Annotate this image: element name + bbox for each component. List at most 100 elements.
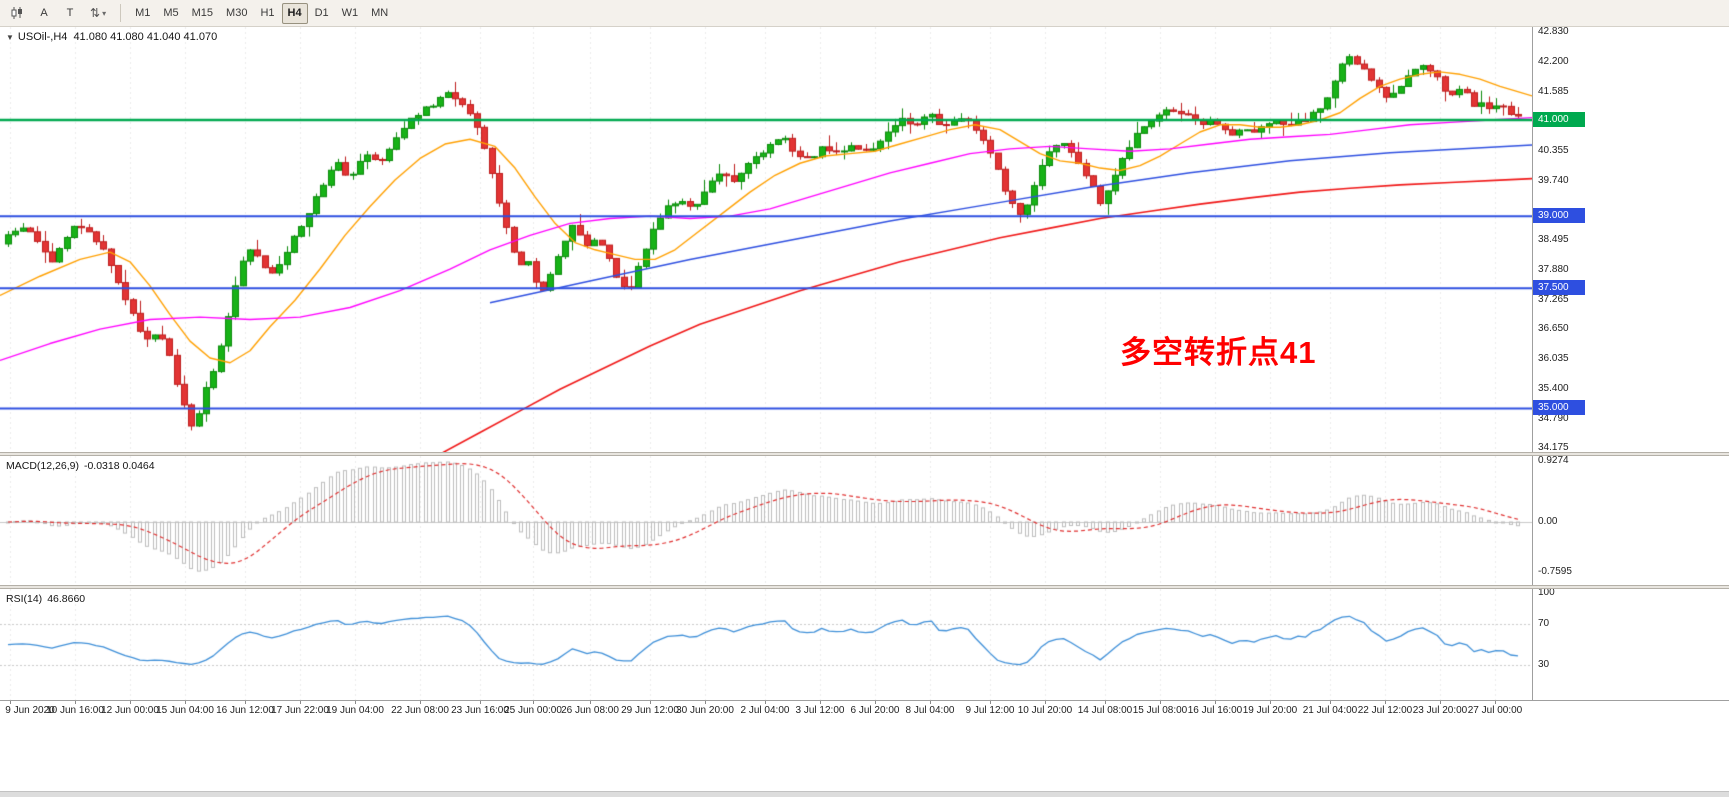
- time-label: 19 Jul 20:00: [1242, 705, 1298, 716]
- time-tick: [420, 701, 421, 704]
- price-label: 34.790: [1538, 412, 1569, 424]
- price-label: 36.650: [1538, 323, 1569, 335]
- price-label: 38.495: [1538, 234, 1569, 246]
- chart-type-button[interactable]: [4, 3, 30, 24]
- time-tick: [1495, 701, 1496, 704]
- price-label: 37.265: [1538, 293, 1569, 305]
- time-tick: [1215, 701, 1216, 704]
- zoom-arrows-icon: ⇅: [90, 6, 101, 20]
- time-tick: [1330, 701, 1331, 704]
- time-tick: [130, 701, 131, 704]
- time-tick: [480, 701, 481, 704]
- chart-annotation-text: 多空转折点41: [1120, 335, 1317, 370]
- price-chart-canvas[interactable]: [0, 27, 1532, 452]
- time-label: 12 Jun 00:00: [101, 705, 159, 716]
- rsi-scale-label: 30: [1538, 659, 1550, 671]
- time-label: 19 Jun 04:00: [326, 705, 384, 716]
- price-badge: 37.500: [1533, 280, 1585, 296]
- time-label: 23 Jun 16:00: [451, 705, 509, 716]
- price-badge: 41.000: [1533, 111, 1585, 127]
- time-tick: [930, 701, 931, 704]
- chart-window: ▼ USOil-,H4 41.080 41.080 41.040 41.070 MA…: [0, 26, 1729, 797]
- time-label: 26 Jun 08:00: [561, 705, 619, 716]
- time-label: 21 Jul 04:00: [1302, 705, 1358, 716]
- price-badge: 35.000: [1533, 400, 1585, 416]
- time-tick: [765, 701, 766, 704]
- timeframe-button-m15[interactable]: M15: [191, 7, 214, 19]
- zoom-tool-button[interactable]: ⇅ ▾: [84, 3, 112, 24]
- time-label: 23 Jul 20:00: [1412, 705, 1468, 716]
- time-tick: [75, 701, 76, 704]
- time-tick: [245, 701, 246, 704]
- time-label: 17 Jun 22:00: [271, 705, 329, 716]
- rsi-scale-label: 70: [1538, 617, 1550, 629]
- time-label: 9 Jul 12:00: [965, 705, 1015, 716]
- rsi-value: 46.8660: [47, 593, 86, 605]
- rsi-indicator-canvas[interactable]: [0, 589, 1532, 700]
- text-tool-button[interactable]: T: [66, 7, 74, 19]
- time-label: 2 Jul 04:00: [740, 705, 790, 716]
- time-axis[interactable]: 9 Jun 2020 10 Jun 16:00 12 Jun 00:00 15 Jun…: [0, 700, 1729, 717]
- time-label: 9 Jun 2020: [5, 705, 55, 716]
- macd-indicator-canvas[interactable]: [0, 456, 1532, 585]
- timeframe-button-m1[interactable]: M1: [135, 7, 151, 19]
- price-label: 35.400: [1538, 383, 1569, 395]
- time-tick: [990, 701, 991, 704]
- time-label: 25 Jun 00:00: [504, 705, 562, 716]
- timeframe-button-mn[interactable]: MN: [371, 7, 389, 19]
- time-tick: [1105, 701, 1106, 704]
- timeframe-button-h1[interactable]: H1: [260, 7, 275, 19]
- panel-separator[interactable]: [0, 452, 1729, 456]
- price-label: 37.880: [1538, 263, 1569, 275]
- time-tick: [10, 701, 11, 704]
- timeframe-button-d1[interactable]: D1: [314, 7, 329, 19]
- time-tick: [705, 701, 706, 704]
- price-label: 34.175: [1538, 442, 1569, 454]
- price-label: 42.830: [1538, 26, 1569, 37]
- price-label: 40.355: [1538, 144, 1569, 156]
- timeframe-button-h4[interactable]: H4: [281, 2, 308, 24]
- time-tick: [1045, 701, 1046, 704]
- macd-scale-label: 0.9274: [1538, 454, 1569, 466]
- price-badge: 39.000: [1533, 208, 1585, 224]
- price-label: 42.200: [1538, 56, 1569, 68]
- collapse-arrow-icon[interactable]: ▼: [6, 33, 14, 42]
- toolbar: A T ⇅ ▾ M1 M5 M15 M30 H1 H4 D1 W1 MN: [0, 0, 1729, 27]
- timeframe-button-m5[interactable]: M5: [163, 7, 179, 19]
- timeframe-group: M1 M5 M15 M30 H1 H4 D1 W1 MN: [129, 2, 394, 24]
- time-tick: [820, 701, 821, 704]
- time-label: 8 Jul 04:00: [905, 705, 955, 716]
- panel-separator[interactable]: [0, 585, 1729, 589]
- rsi-scale-label: 100: [1538, 587, 1555, 599]
- time-tick: [185, 701, 186, 704]
- time-label: 15 Jul 08:00: [1132, 705, 1188, 716]
- time-label: 6 Jul 20:00: [850, 705, 900, 716]
- time-label: 14 Jul 08:00: [1077, 705, 1133, 716]
- macd-values: -0.0318 0.0464: [83, 460, 155, 472]
- timeframe-button-w1[interactable]: W1: [341, 7, 359, 19]
- time-label: 22 Jul 12:00: [1357, 705, 1413, 716]
- time-tick: [1160, 701, 1161, 704]
- macd-scale-label: -0.7595: [1538, 566, 1572, 578]
- chevron-down-icon: ▾: [102, 8, 107, 18]
- rsi-label: RSI(14) 46.8660: [6, 593, 85, 605]
- time-tick: [533, 701, 534, 704]
- price-scale[interactable]: 42.830 42.200 41.585 40.355 39.740 38.495 37.8…: [1532, 26, 1729, 700]
- time-tick: [1385, 701, 1386, 704]
- timeframe-button-m30[interactable]: M30: [226, 7, 248, 19]
- price-label: 39.740: [1538, 174, 1569, 186]
- time-label: 15 Jun 04:00: [156, 705, 214, 716]
- annotation-tool-button[interactable]: A: [40, 7, 48, 19]
- candlestick-chart-icon: [11, 7, 22, 19]
- horizontal-scrollbar[interactable]: [0, 791, 1729, 797]
- time-label: 29 Jun 12:00: [621, 705, 679, 716]
- ohlc-values: 41.080 41.080 41.040 41.070: [73, 31, 218, 43]
- time-label: 10 Jun 16:00: [46, 705, 104, 716]
- time-label: 16 Jul 16:00: [1187, 705, 1243, 716]
- macd-label: MACD(12,26,9) -0.0318 0.0464: [6, 460, 155, 472]
- time-label: 3 Jul 12:00: [795, 705, 845, 716]
- time-tick: [875, 701, 876, 704]
- time-label: 22 Jun 08:00: [391, 705, 449, 716]
- macd-scale-label: 0.00: [1538, 515, 1558, 527]
- time-tick: [650, 701, 651, 704]
